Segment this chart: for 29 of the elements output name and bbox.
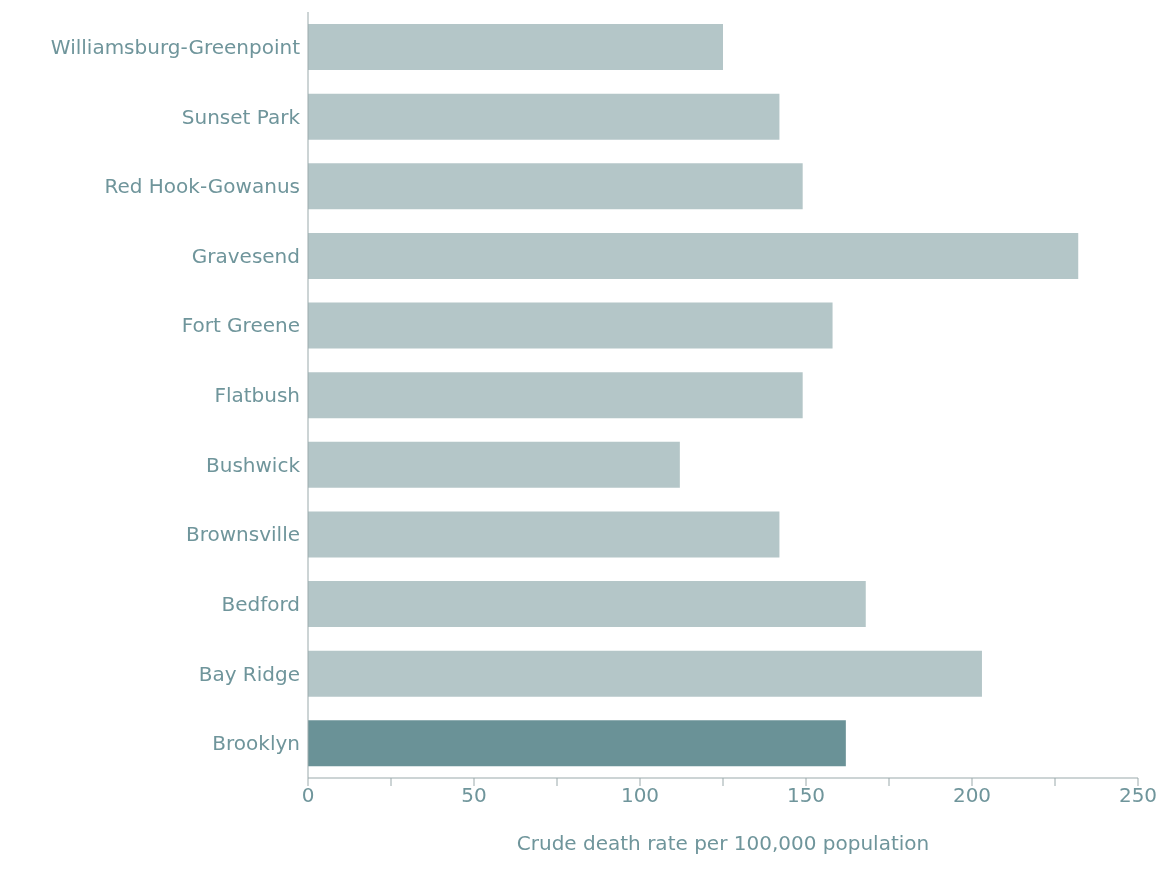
y-tick-label: Williamsburg-Greenpoint <box>50 34 301 59</box>
x-tick-label: 0 <box>301 783 315 808</box>
x-tick-label: 50 <box>461 783 487 808</box>
bar <box>308 163 803 210</box>
x-tick-label: 200 <box>952 783 992 808</box>
bar <box>308 93 780 140</box>
bar <box>308 581 866 628</box>
bar <box>308 372 803 419</box>
x-tick-label: 150 <box>786 783 826 808</box>
y-tick-label: Brownsville <box>185 522 300 547</box>
x-tick-label: 250 <box>1118 783 1158 808</box>
y-tick-label: Bedford <box>221 592 300 617</box>
bar <box>308 511 780 558</box>
y-tick-label: Brooklyn <box>212 731 300 756</box>
bar <box>308 302 833 349</box>
x-tick-label: 100 <box>620 783 660 808</box>
bar <box>308 650 982 697</box>
bar <box>308 24 723 70</box>
y-tick-label: Fort Greene <box>181 313 300 338</box>
bar <box>308 720 846 767</box>
y-tick-label: Sunset Park <box>181 104 301 129</box>
y-tick-label: Gravesend <box>191 243 300 268</box>
x-axis-title: Crude death rate per 100,000 population <box>516 831 930 855</box>
y-tick-label: Flatbush <box>214 383 300 408</box>
y-tick-label: Bay Ridge <box>198 661 300 686</box>
y-tick-label: Bushwick <box>206 452 301 477</box>
y-tick-label: Red Hook-Gowanus <box>104 174 300 199</box>
bar <box>308 232 1079 279</box>
bar <box>308 441 680 488</box>
